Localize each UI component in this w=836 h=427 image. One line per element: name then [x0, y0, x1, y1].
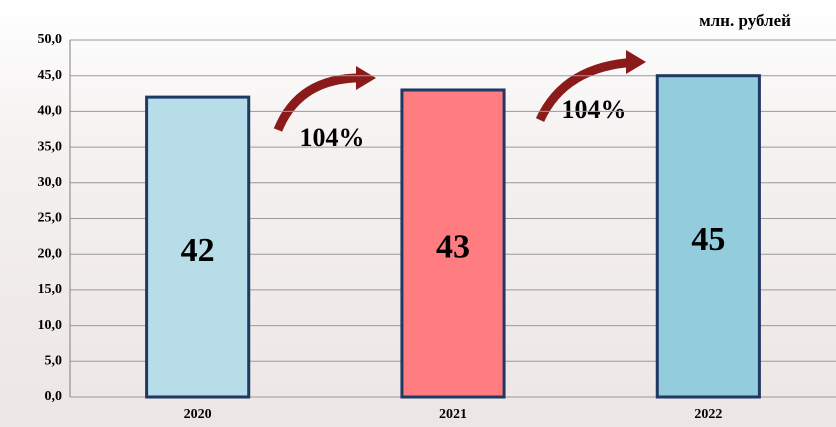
y-tick-label: 10,0 — [38, 318, 63, 333]
y-tick-label: 50,0 — [38, 32, 63, 47]
y-tick-label: 30,0 — [38, 175, 63, 190]
y-tick-label: 5,0 — [45, 354, 63, 369]
x-tick-label: 2020 — [184, 407, 212, 422]
y-tick-label: 20,0 — [38, 246, 63, 261]
chart: млн. рублей 104% 104% 0,0 5,0 10,0 15,0 20,0… — [0, 0, 836, 427]
annotation: 104% — [300, 123, 365, 152]
y-tick-label: 40,0 — [38, 104, 63, 119]
x-tick-label: 2022 — [694, 407, 722, 422]
value-label: 42 — [181, 232, 215, 269]
annotation: 104% — [562, 95, 627, 124]
y-tick-label: 15,0 — [38, 282, 63, 297]
y-tick-label: 25,0 — [38, 211, 63, 226]
y-tick-label: 35,0 — [38, 139, 63, 154]
x-tick-label: 2021 — [439, 407, 467, 422]
value-label: 45 — [691, 221, 725, 258]
unit-label: млн. рублей — [699, 11, 791, 30]
y-tick-label: 45,0 — [38, 68, 63, 83]
y-tick-label: 0,0 — [45, 389, 63, 404]
value-label: 43 — [436, 228, 470, 265]
